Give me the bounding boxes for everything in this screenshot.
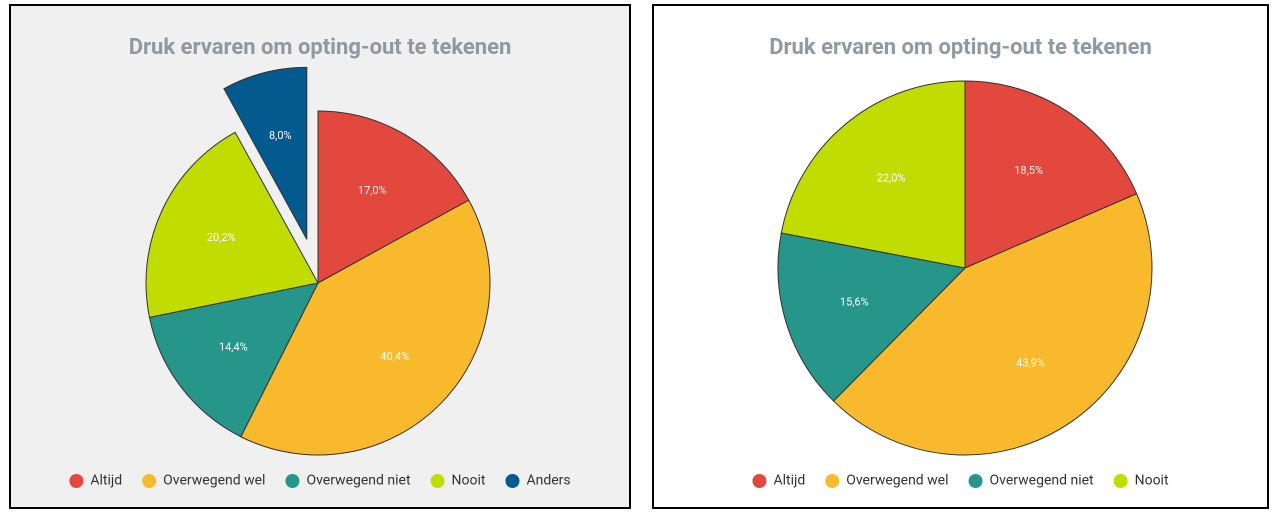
- value-label: 8,0%: [269, 129, 292, 142]
- legend-marker: [505, 474, 520, 488]
- chart-title: Druk ervaren om opting-out te tekenen: [129, 35, 512, 60]
- pie-slice: [145, 131, 319, 318]
- value-label: 15,6%: [840, 295, 869, 308]
- legend-marker: [430, 474, 445, 488]
- legend-marker: [142, 474, 157, 488]
- legend-label: Overwegend niet: [306, 473, 410, 489]
- value-label: 20,2%: [207, 231, 236, 244]
- legend-marker: [1113, 474, 1128, 488]
- legend: Altijd Overwegend wel Overwegend niet Nooit: [752, 473, 1169, 489]
- legend-label: Nooit: [452, 473, 486, 489]
- legend-marker: [285, 474, 300, 488]
- value-label: 18,5%: [1014, 164, 1043, 177]
- legend-label: Altijd: [773, 473, 805, 489]
- legend-label: Overwegend wel: [846, 473, 948, 489]
- legend-marker: [968, 474, 983, 488]
- value-label: 40,4%: [380, 350, 409, 363]
- value-label: 14,4%: [219, 341, 248, 354]
- legend-label: Nooit: [1135, 473, 1169, 489]
- value-label: 17,0%: [358, 184, 387, 197]
- value-label: 43,9%: [1016, 357, 1045, 370]
- legend-marker: [825, 474, 840, 488]
- legend-label: Altijd: [90, 473, 122, 489]
- legend-marker: [752, 474, 767, 488]
- legend-label: Anders: [526, 473, 570, 489]
- chart-title: Druk ervaren om opting-out te tekenen: [769, 35, 1152, 60]
- pie-slice: [780, 80, 966, 269]
- pie-slice: [777, 232, 967, 402]
- pie-slice: [964, 80, 1138, 269]
- pie-slice: [148, 282, 319, 438]
- legend-label: Overwegend niet: [990, 473, 1094, 489]
- legend: Altijd Overwegend wel Overwegend niet Nooit…: [69, 473, 571, 489]
- pie-slice: [832, 193, 1153, 456]
- pie-slice: [317, 110, 470, 284]
- legend-label: Overwegend wel: [163, 473, 265, 489]
- legend-marker: [69, 474, 84, 488]
- pie-slice: [240, 199, 491, 456]
- pie-slice: [223, 66, 308, 240]
- value-label: 22,0%: [877, 172, 906, 185]
